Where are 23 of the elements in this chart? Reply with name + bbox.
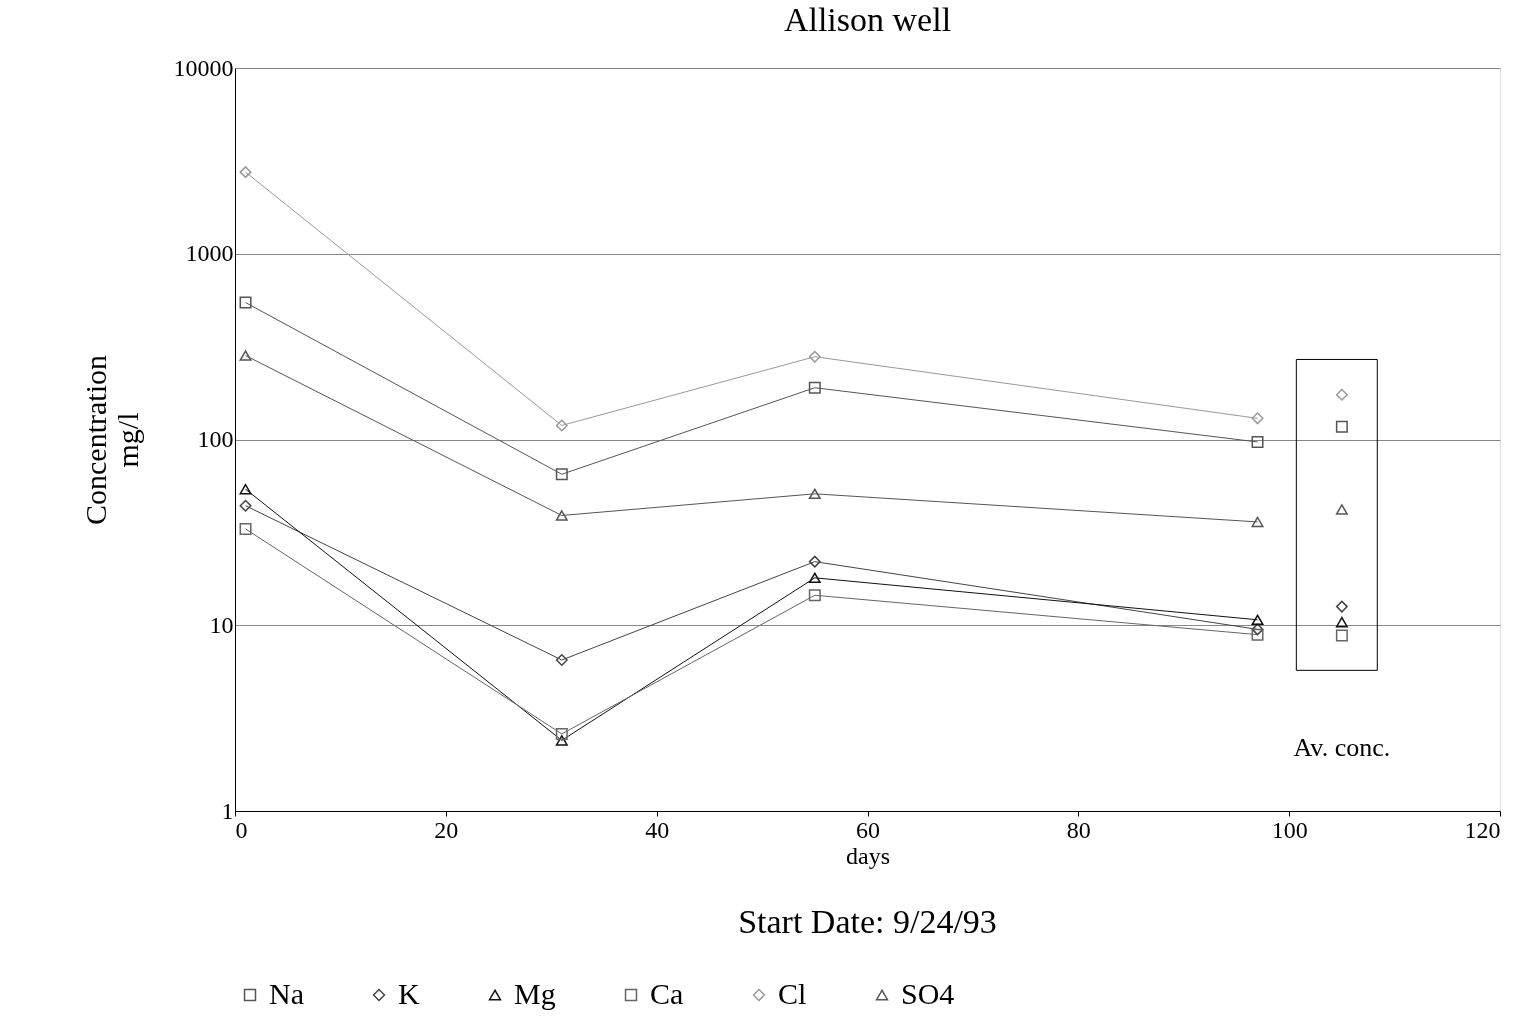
y-tick-label: 1 <box>221 797 234 824</box>
x-axis-title: days <box>846 842 890 869</box>
x-tick-label: 20 <box>434 816 459 843</box>
legend-label: Mg <box>514 977 556 1010</box>
legend-label: Na <box>269 977 304 1010</box>
legend-label: K <box>398 977 420 1010</box>
x-tick-label: 60 <box>856 816 880 843</box>
legend-label: Cl <box>778 977 807 1010</box>
y-tick-label: 100 <box>197 426 234 452</box>
x-tick-label: 40 <box>645 816 670 843</box>
chart-title: Allison well <box>783 1 952 38</box>
x-tick-label: 100 <box>1271 816 1308 843</box>
x-tick-label: 0 <box>235 816 248 843</box>
y-tick-label: 10 <box>209 611 234 638</box>
y-tick-label: 1000 <box>185 240 234 267</box>
text: Start Date: 9/24/93 <box>738 903 997 940</box>
annotation: Av. conc. <box>1293 732 1391 762</box>
legend-label: SO4 <box>901 977 955 1010</box>
x-tick-label: 80 <box>1066 816 1091 843</box>
y-axis-title: Concentration mg/l <box>78 355 144 525</box>
y-tick-label: 10000 <box>173 54 234 81</box>
x-tick-label: 120 <box>1464 816 1501 843</box>
legend-label: Ca <box>650 977 684 1010</box>
